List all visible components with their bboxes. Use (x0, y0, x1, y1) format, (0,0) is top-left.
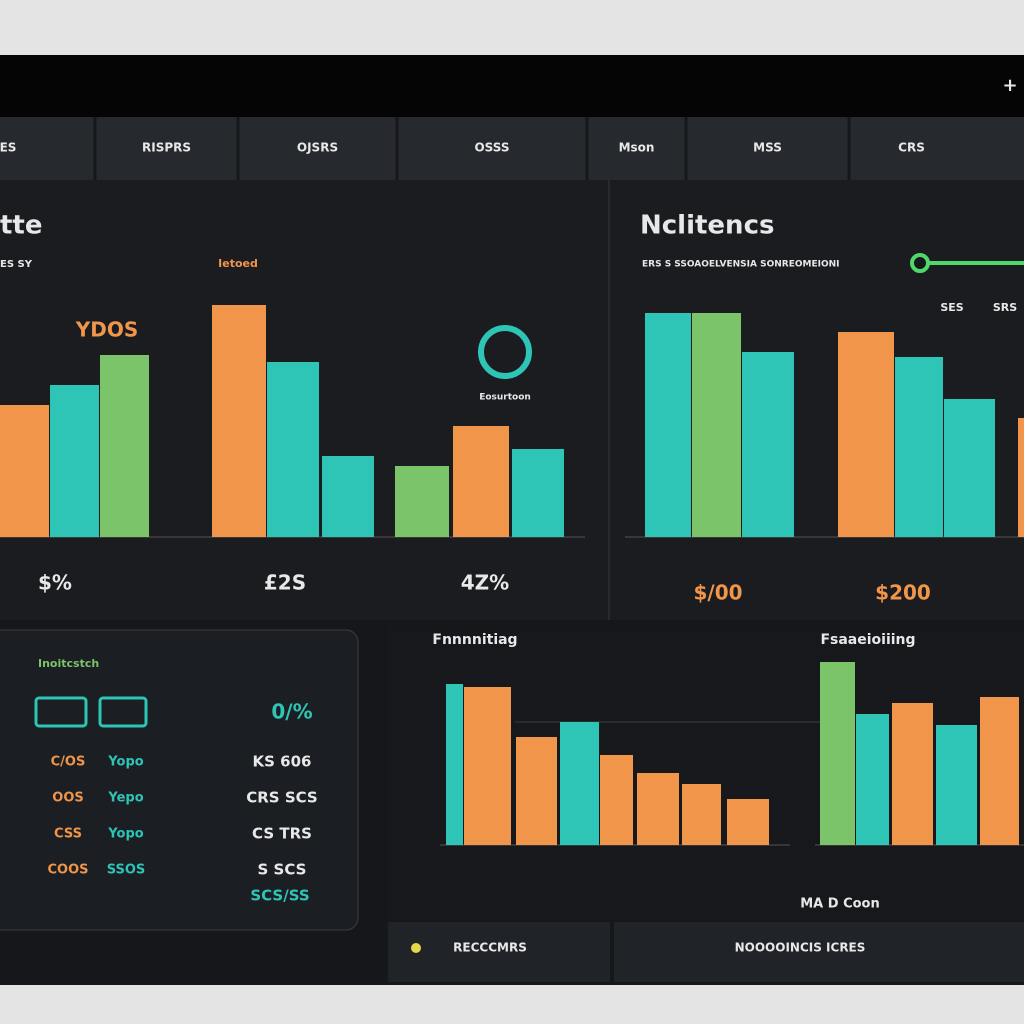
bar (980, 697, 1019, 845)
bar (892, 703, 933, 845)
card-cell: OOS (52, 791, 83, 806)
bar (600, 755, 633, 845)
top-bar (0, 55, 1024, 117)
chart-title: Fnnnnitiag (432, 632, 517, 648)
stat: $% (38, 571, 72, 595)
card-cell: KS 606 (253, 753, 312, 771)
footer-cell (614, 922, 1024, 982)
big-value: 0/% (271, 700, 312, 724)
bar (446, 684, 463, 845)
gauge-label: Eosurtoon (479, 393, 531, 403)
panel-subtitle: ES SY (0, 259, 33, 270)
bar (516, 737, 557, 845)
panel-title: Nclitencs (640, 211, 774, 241)
card-cell: S SCS (258, 861, 307, 879)
bar (820, 662, 855, 845)
footer-label[interactable]: NOOOOINCIS ICRES (735, 941, 866, 955)
footer-label[interactable]: RECCCMRS (453, 941, 527, 955)
chart-title: Fsaaeioiiing (820, 632, 915, 648)
bar (560, 722, 599, 845)
card-footer: SCS/SS (250, 887, 309, 905)
card-cell: Yepo (107, 791, 143, 806)
bar (212, 305, 266, 537)
bar (692, 313, 741, 537)
bar (267, 362, 319, 537)
bar (742, 352, 794, 537)
footer-cell (388, 922, 610, 982)
bar (645, 313, 691, 537)
bar (727, 799, 769, 845)
bar (936, 725, 977, 845)
card-cell: CRS SCS (246, 789, 317, 807)
gauge (478, 325, 532, 379)
bar (0, 405, 49, 537)
card-title: Inoitcstch (38, 657, 99, 670)
tab-row (0, 117, 1024, 180)
tab-label[interactable]: OJSRS (297, 141, 338, 155)
card-cell: Yopo (107, 755, 143, 770)
bar (1018, 418, 1024, 537)
tab-label[interactable]: MSS (753, 141, 782, 155)
slider-knob[interactable] (910, 253, 930, 273)
icon (34, 696, 88, 728)
card-cell: CSS (54, 827, 82, 842)
panel-title: tte (0, 211, 43, 241)
bar (838, 332, 894, 537)
bar (895, 357, 943, 537)
bar (464, 687, 511, 845)
caption: MA D Coon (800, 897, 880, 912)
bar (856, 714, 889, 845)
status-dot (411, 943, 421, 953)
bar (100, 355, 149, 537)
legend-entry: SRS (993, 301, 1017, 314)
tab-label[interactable]: OSSS (474, 141, 509, 155)
bar (637, 773, 679, 845)
tab-label[interactable]: RISPRS (142, 141, 191, 155)
annotation: YDOS (75, 318, 139, 342)
card (0, 629, 359, 931)
card-cell: COOS (47, 863, 88, 878)
stat: $200 (875, 581, 931, 605)
card-cell: Yopo (107, 827, 143, 842)
legend-entry: SES (940, 301, 963, 314)
bar (944, 399, 995, 537)
tab-label[interactable]: CRS (898, 141, 925, 155)
tag: Ietoed (218, 257, 258, 270)
bar (453, 426, 509, 537)
bar (682, 784, 721, 845)
plus[interactable]: + (1002, 75, 1017, 96)
tab-label[interactable]: Mson (619, 141, 655, 155)
card-cell: SSOS (107, 863, 146, 878)
bar (512, 449, 564, 537)
panel-subtitle: ERS S SSOAOELVENSIA SONREOMEIONI (642, 260, 840, 270)
card-cell: C/OS (51, 755, 86, 770)
stat: 4Z% (461, 571, 509, 595)
stat: $/00 (693, 581, 742, 605)
bar (322, 456, 374, 537)
card-cell: CS TRS (252, 825, 312, 843)
icon (98, 696, 148, 728)
bar (395, 466, 449, 537)
stat: £2S (264, 571, 306, 595)
bar (50, 385, 99, 537)
tab-label[interactable]: ES (0, 141, 16, 155)
